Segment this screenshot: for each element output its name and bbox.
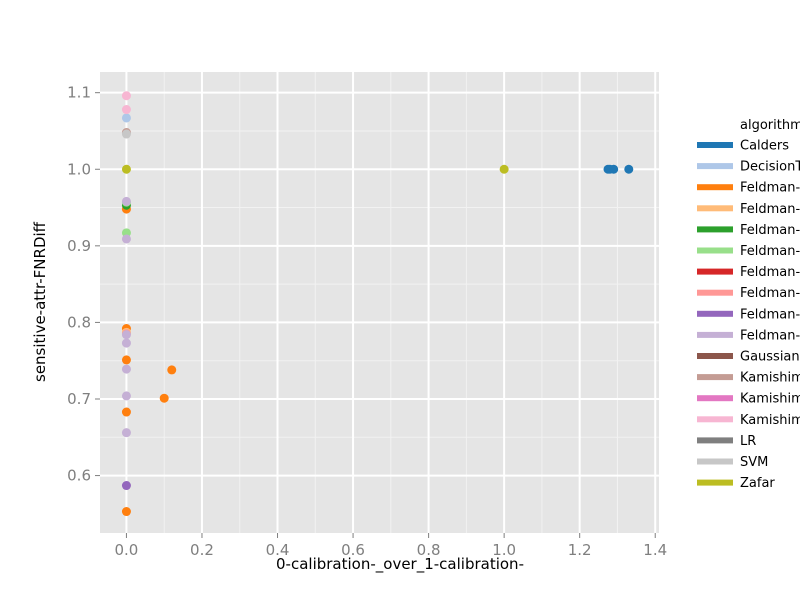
legend-swatch — [697, 289, 733, 296]
data-point — [121, 355, 131, 365]
data-point — [121, 481, 131, 491]
data-point — [121, 129, 131, 139]
legend-swatch — [697, 310, 733, 317]
legend-label: Calders — [740, 139, 789, 154]
data-point — [159, 393, 169, 403]
legend-label: Feldman-LR — [740, 286, 800, 301]
legend-swatch — [697, 268, 733, 275]
legend-title: algorithm — [740, 118, 800, 133]
x-tick-label: 1.2 — [568, 541, 592, 559]
plot-background — [100, 72, 659, 533]
legend-swatch — [697, 142, 733, 148]
legend-swatch — [697, 395, 733, 402]
legend-label: Feldman-LR — [740, 265, 800, 280]
y-axis-ticks: 0.6 0.7 0.8 0.9 1.0 1.1 — [67, 84, 100, 485]
legend-label: Feldman-DecisionTree — [740, 202, 800, 217]
legend-swatch — [697, 184, 733, 191]
x-tick-label: 1.0 — [492, 541, 516, 559]
legend-label: Feldman-GaussianNB — [740, 223, 800, 238]
legend-swatch — [697, 247, 733, 254]
legend-label: Kamishima — [740, 392, 800, 407]
legend-label: Zafar — [740, 476, 775, 491]
legend-label: GaussianNB — [740, 350, 800, 365]
data-point — [121, 164, 131, 174]
x-tick-label: 1.4 — [643, 541, 667, 559]
y-tick-label: 0.8 — [67, 313, 91, 331]
data-point — [121, 364, 131, 374]
data-point — [121, 428, 131, 438]
legend-label: Feldman-SVM — [740, 328, 800, 343]
legend-label: SVM — [740, 455, 768, 470]
data-point — [121, 105, 131, 115]
y-tick-label: 1.1 — [67, 84, 91, 102]
data-point — [121, 91, 131, 101]
data-point — [121, 234, 131, 244]
legend-swatch — [697, 205, 733, 212]
data-point — [121, 391, 131, 401]
x-tick-label: 0.8 — [417, 541, 441, 559]
legend: Calders DecisionTree Feldman-DecisionTree F… — [697, 139, 800, 491]
x-axis-title: 0-calibration-_over_1-calibration- — [276, 555, 524, 574]
legend-label: Kamishima — [740, 413, 800, 428]
legend-swatch — [697, 163, 733, 170]
y-tick-label: 0.7 — [67, 390, 91, 408]
legend-swatch — [697, 374, 733, 381]
data-point — [121, 507, 131, 517]
data-point — [121, 330, 131, 340]
x-tick-label: 0.2 — [190, 541, 214, 559]
legend-swatch — [697, 331, 733, 338]
data-point — [121, 338, 131, 348]
minor-gridlines — [100, 72, 659, 533]
data-point — [121, 196, 131, 206]
y-tick-label: 1.0 — [67, 160, 91, 178]
x-axis-ticks: 0.0 0.2 0.4 0.6 0.8 1.0 1.2 1.4 — [115, 533, 667, 559]
data-points — [121, 91, 634, 517]
legend-label: Kamishima — [740, 371, 800, 386]
x-tick-label: 0.4 — [266, 541, 290, 559]
data-point — [121, 407, 131, 417]
legend-label: Feldman-SVM — [740, 307, 800, 322]
legend-swatch — [697, 226, 733, 233]
major-gridlines — [100, 72, 659, 533]
data-point — [499, 164, 509, 174]
y-tick-label: 0.9 — [67, 237, 91, 255]
data-point — [624, 164, 634, 174]
x-tick-label: 0.0 — [115, 541, 139, 559]
y-tick-label: 0.6 — [67, 467, 91, 485]
legend-swatch — [697, 479, 733, 486]
legend-label: LR — [740, 434, 756, 449]
x-tick-label: 0.6 — [341, 541, 365, 559]
y-axis-title: sensitive-attr-FNRDiff — [31, 221, 49, 382]
legend-swatch — [697, 458, 733, 465]
legend-swatch — [697, 437, 733, 444]
legend-label: DecisionTree — [740, 160, 800, 175]
data-point — [167, 365, 177, 375]
legend-swatch — [697, 416, 733, 423]
legend-label: Feldman-GaussianNB — [740, 244, 800, 259]
data-point — [121, 113, 131, 123]
data-point — [609, 164, 619, 174]
legend-label: Feldman-DecisionTree — [740, 181, 800, 196]
legend-swatch — [697, 353, 733, 359]
